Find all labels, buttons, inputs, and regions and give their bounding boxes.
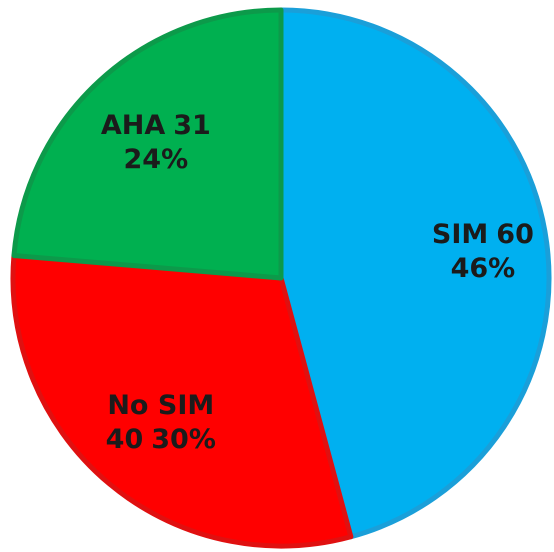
percent-label: 46% <box>451 253 516 284</box>
category-label: AHA <box>101 110 165 141</box>
pie-slice <box>10 253 354 549</box>
data-label: SIM 60 46% <box>432 219 534 284</box>
value-label: 60 <box>496 219 534 250</box>
value-label: 40 <box>106 424 144 455</box>
percent-label: 30% <box>151 424 216 455</box>
value-label: 31 <box>173 110 211 141</box>
data-label: AHA 31 24% <box>101 110 211 175</box>
pie-slice <box>278 7 552 540</box>
data-label: No SIM 40 30% <box>106 390 216 455</box>
category-label: No SIM <box>107 390 214 421</box>
pie-slice <box>11 7 284 281</box>
category-label: SIM <box>432 219 488 250</box>
percent-label: 24% <box>124 144 189 175</box>
